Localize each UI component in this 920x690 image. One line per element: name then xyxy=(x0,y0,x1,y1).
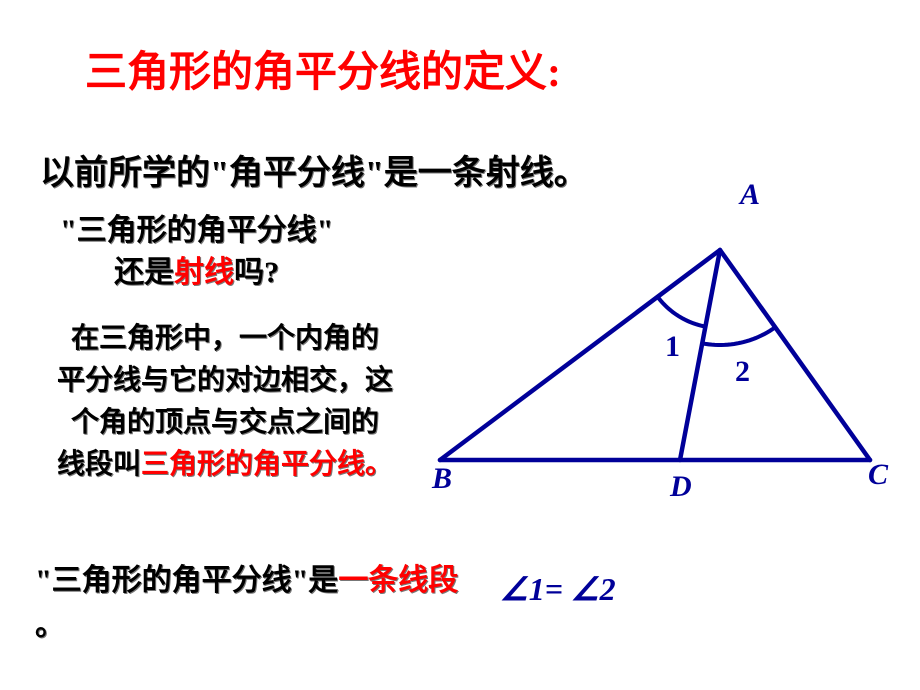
q-line2-射线: 射线 xyxy=(174,256,234,289)
bottom-period: 。 xyxy=(35,600,65,644)
label-B: B xyxy=(432,462,452,496)
angle-equation: ∠1= ∠2 xyxy=(500,570,616,608)
label-C: C xyxy=(868,458,888,492)
q-line1: "三角形的角平分线" xyxy=(60,214,333,247)
label-2: 2 xyxy=(735,355,750,389)
def-l2: 平分线与它的对边相交，这 xyxy=(57,365,393,396)
def-l4a: 线段叫 xyxy=(57,449,141,480)
label-D: D xyxy=(670,470,692,504)
q-line2a: 还是 xyxy=(114,256,174,289)
def-l1: 在三角形中，一个内角的 xyxy=(71,323,379,354)
label-A: A xyxy=(740,178,760,212)
def-l3: 个角的顶点与交点之间的 xyxy=(71,407,379,438)
label-1: 1 xyxy=(665,330,680,364)
def-l4b: 三角形的角平分线。 xyxy=(141,449,393,480)
q-line2c: 吗? xyxy=(234,256,279,289)
question-block: "三角形的角平分线" 还是射线吗? xyxy=(60,210,333,294)
bottom-line: "三角形的角平分线"是一条线段 xyxy=(35,560,458,602)
slide-title: 三角形的角平分线的定义: xyxy=(85,38,561,99)
triangle-diagram: A B C D 1 2 xyxy=(430,180,910,530)
bottom-a: "三角形的角平分线"是 xyxy=(35,564,338,597)
bottom-b: 一条线段 xyxy=(338,564,458,597)
definition-block: 在三角形中，一个内角的 平分线与它的对边相交，这 个角的顶点与交点之间的 线段叫… xyxy=(25,318,425,486)
